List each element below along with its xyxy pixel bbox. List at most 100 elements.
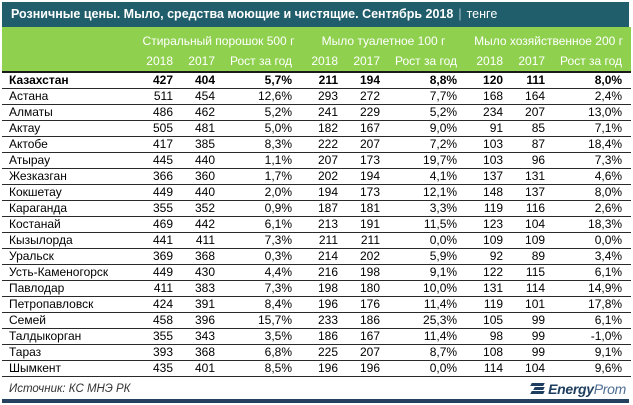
table-row: Петропавловск 424 391 8,4% 196 176 11,4% 119 101… bbox=[2, 296, 632, 313]
value-cell: 458 bbox=[136, 312, 182, 329]
value-cell: 196 bbox=[301, 360, 348, 377]
value-cell: 401 bbox=[182, 360, 224, 377]
value-cell: 1,1% bbox=[224, 152, 302, 169]
region-cell: Караганда bbox=[2, 200, 136, 217]
value-cell: 355 bbox=[136, 328, 182, 345]
value-cell: -1,0% bbox=[554, 328, 632, 345]
value-cell: 122 bbox=[466, 264, 513, 281]
year-header-cell: 2017 bbox=[182, 50, 224, 73]
footer: Источник: КС МНЭ РК Energy Prom bbox=[2, 379, 629, 398]
region-cell: Кызылорда bbox=[2, 232, 136, 249]
value-cell: 164 bbox=[512, 88, 555, 105]
value-cell: 186 bbox=[301, 328, 348, 345]
years-header-row: 2018 2017 Рост за год 2018 2017 Рост за год 20… bbox=[2, 50, 632, 73]
value-cell: 17,8% bbox=[554, 296, 632, 313]
group-header-powder: Стиральный порошок 500 г bbox=[142, 33, 295, 48]
value-cell: 182 bbox=[301, 120, 348, 137]
region-cell: Костанай bbox=[2, 216, 136, 233]
value-cell: 131 bbox=[466, 280, 513, 297]
value-cell: 430 bbox=[182, 264, 224, 281]
value-cell: 10,0% bbox=[389, 280, 467, 297]
value-cell: 198 bbox=[347, 264, 390, 281]
value-cell: 8,0% bbox=[554, 72, 632, 89]
table-row: Костанай 469 442 6,1% 213 191 11,5% 123 104 18,3% bbox=[2, 216, 632, 233]
value-cell: 7,2% bbox=[389, 136, 467, 153]
value-cell: 391 bbox=[182, 296, 224, 313]
value-cell: 120 bbox=[466, 72, 513, 89]
value-cell: 202 bbox=[347, 248, 390, 265]
value-cell: 2,4% bbox=[554, 88, 632, 105]
value-cell: 0,9% bbox=[224, 200, 302, 217]
value-cell: 9,1% bbox=[389, 264, 467, 281]
region-cell: Атырау bbox=[2, 152, 136, 169]
value-cell: 194 bbox=[347, 168, 390, 185]
value-cell: 5,0% bbox=[224, 120, 302, 137]
table-row: Тараз 393 368 6,8% 225 207 8,7% 108 99 9,1% bbox=[2, 344, 632, 361]
value-cell: 96 bbox=[512, 152, 555, 169]
value-cell: 411 bbox=[136, 280, 182, 297]
value-cell: 108 bbox=[466, 344, 513, 361]
table-row: Кызылорда 441 411 7,3% 211 211 0,0% 109 109 0,0% bbox=[2, 232, 632, 249]
value-cell: 505 bbox=[136, 120, 182, 137]
table-row: Шымкент 435 401 8,5% 196 196 0,0% 114 104 9,6% bbox=[2, 360, 632, 377]
value-cell: 3,5% bbox=[224, 328, 302, 345]
value-cell: 18,3% bbox=[554, 216, 632, 233]
bottom-accent-bar bbox=[2, 399, 629, 403]
value-cell: 7,7% bbox=[389, 88, 467, 105]
value-cell: 469 bbox=[136, 216, 182, 233]
value-cell: 91 bbox=[466, 120, 513, 137]
corner-cell bbox=[2, 50, 136, 73]
value-cell: 25,3% bbox=[389, 312, 467, 329]
value-cell: 176 bbox=[347, 296, 390, 313]
value-cell: 366 bbox=[136, 168, 182, 185]
value-cell: 111 bbox=[512, 72, 555, 89]
value-cell: 0,0% bbox=[389, 232, 467, 249]
value-cell: 137 bbox=[466, 168, 513, 185]
value-cell: 241 bbox=[301, 104, 348, 121]
value-cell: 4,6% bbox=[554, 168, 632, 185]
table-row: Павлодар 411 383 7,3% 198 180 10,0% 131 114 14,9% bbox=[2, 280, 632, 297]
value-cell: 511 bbox=[136, 88, 182, 105]
value-cell: 462 bbox=[182, 104, 224, 121]
value-cell: 114 bbox=[512, 280, 555, 297]
value-cell: 343 bbox=[182, 328, 224, 345]
value-cell: 5,2% bbox=[224, 104, 302, 121]
value-cell: 6,1% bbox=[554, 312, 632, 329]
table-row: Усть-Каменогорск 449 430 4,4% 216 198 9,1% 122 1… bbox=[2, 264, 632, 281]
value-cell: 368 bbox=[182, 248, 224, 265]
value-cell: 109 bbox=[512, 232, 555, 249]
group-header-toilet-soap: Мыло туалетное 100 г bbox=[321, 33, 446, 48]
value-cell: 167 bbox=[347, 328, 390, 345]
table-header: Стиральный порошок 500 г Мыло туалетное … bbox=[2, 27, 632, 73]
value-cell: 12,1% bbox=[389, 184, 467, 201]
value-cell: 101 bbox=[512, 296, 555, 313]
value-cell: 355 bbox=[136, 200, 182, 217]
value-cell: 213 bbox=[301, 216, 348, 233]
value-cell: 0,0% bbox=[389, 360, 467, 377]
value-cell: 441 bbox=[136, 232, 182, 249]
value-cell: 2,0% bbox=[224, 184, 302, 201]
currency-unit: тенге bbox=[466, 7, 498, 21]
year-header-cell: Рост за год bbox=[554, 50, 632, 73]
region-cell: Алматы bbox=[2, 104, 136, 121]
value-cell: 222 bbox=[301, 136, 348, 153]
table-row: Семей 458 396 15,7% 233 186 25,3% 105 99 6,1% bbox=[2, 312, 632, 329]
value-cell: 191 bbox=[347, 216, 390, 233]
value-cell: 229 bbox=[347, 104, 390, 121]
value-cell: 233 bbox=[301, 312, 348, 329]
value-cell: 417 bbox=[136, 136, 182, 153]
value-cell: 119 bbox=[466, 296, 513, 313]
region-cell: Актобе bbox=[2, 136, 136, 153]
value-cell: 1,7% bbox=[224, 168, 302, 185]
value-cell: 194 bbox=[301, 184, 348, 201]
region-cell: Шымкент bbox=[2, 360, 136, 377]
region-cell: Актау bbox=[2, 120, 136, 137]
value-cell: 137 bbox=[512, 184, 555, 201]
value-cell: 186 bbox=[347, 312, 390, 329]
value-cell: 4,1% bbox=[389, 168, 467, 185]
year-header-cell: 2018 bbox=[136, 50, 182, 73]
region-cell: Талдыкорган bbox=[2, 328, 136, 345]
value-cell: 272 bbox=[347, 88, 390, 105]
value-cell: 454 bbox=[182, 88, 224, 105]
value-cell: 98 bbox=[466, 328, 513, 345]
